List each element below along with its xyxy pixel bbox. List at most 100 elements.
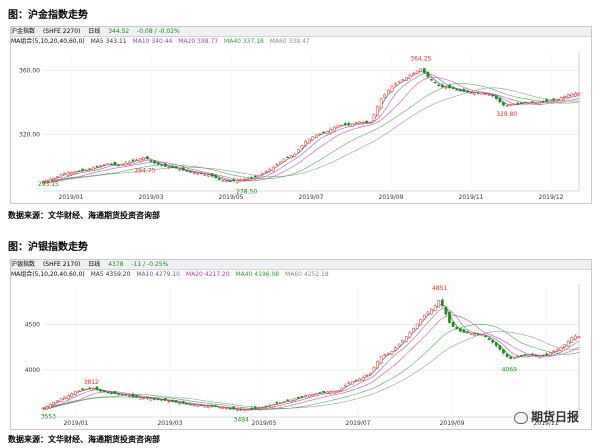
candle [512, 357, 516, 359]
candle [451, 87, 455, 90]
y-tick-label: 4500 [25, 322, 40, 329]
candle [476, 92, 480, 94]
candle [509, 356, 512, 359]
candle [307, 394, 311, 398]
candle [577, 92, 581, 95]
candle [484, 93, 487, 95]
candle [577, 336, 581, 338]
candle [505, 353, 509, 358]
candle [185, 170, 189, 172]
candle [297, 397, 300, 399]
candle [99, 389, 102, 392]
candle [41, 181, 45, 183]
candle [487, 338, 491, 340]
candle [243, 179, 246, 181]
candle [437, 300, 441, 308]
candle [232, 179, 235, 182]
annotation-label: 278.50 [236, 188, 257, 195]
candle [203, 405, 207, 408]
candle [297, 149, 300, 153]
gold-last-price: 344.52 [108, 28, 130, 35]
candle [433, 305, 437, 312]
candle [124, 162, 128, 166]
candle [484, 335, 487, 338]
candle [221, 179, 225, 182]
annotation-label: 329.80 [496, 111, 517, 118]
candle [286, 156, 289, 159]
candle [289, 399, 293, 402]
annotation-label: 293.15 [38, 181, 59, 188]
candle [210, 173, 214, 177]
candle [419, 319, 423, 325]
candle [430, 78, 433, 81]
ma-line-40 [42, 83, 580, 184]
x-tick-label: 2019/01 [59, 194, 84, 201]
x-tick-label: 2019/11 [534, 420, 559, 427]
candle [322, 391, 325, 393]
silver-period: 日线 [88, 261, 101, 268]
candle [225, 180, 228, 182]
candle [84, 169, 88, 172]
gold-symbol-code: (SHFE 2270) [42, 28, 81, 35]
candle [275, 164, 279, 166]
candle [516, 355, 520, 358]
annotation-label: 3812 [84, 379, 99, 386]
candle [451, 322, 455, 327]
candle [387, 352, 390, 355]
candle [318, 133, 322, 135]
candle [196, 172, 200, 175]
candle [516, 102, 520, 105]
candle [448, 311, 451, 323]
candle [530, 101, 534, 103]
candle [494, 342, 498, 347]
candle [88, 387, 92, 389]
candle [221, 407, 225, 409]
candle [56, 176, 59, 178]
candle [480, 334, 484, 337]
candle [45, 180, 48, 183]
gold-ma60: MA60 339.47 [269, 38, 310, 45]
candle [379, 355, 383, 364]
candle [225, 407, 228, 410]
candle [228, 180, 232, 183]
candle [376, 361, 379, 369]
candle [250, 407, 253, 410]
ma-line-60 [42, 331, 580, 411]
candle [541, 354, 545, 357]
candle [81, 168, 84, 171]
candle [570, 93, 574, 97]
candle [347, 122, 351, 126]
candle [462, 329, 466, 333]
candle [379, 98, 383, 109]
candle [369, 372, 372, 376]
candle [458, 328, 462, 332]
candle [286, 399, 289, 402]
candle [426, 71, 430, 78]
candle [192, 172, 196, 174]
candle [322, 131, 325, 133]
candle [419, 68, 423, 73]
gold-ma10: MA10 340.44 [132, 38, 173, 45]
candle [264, 405, 268, 408]
candle [135, 395, 138, 398]
candle [300, 396, 304, 398]
gold-ma-legend: MA组合(5,10,20,40,60,0) MA5 343.11 MA10 34… [11, 37, 591, 46]
gold-chart-panel: 沪金指数 (SHFE 2270) 日线 344.52 -0.08 / -0.02… [10, 26, 592, 204]
candle [476, 333, 480, 335]
candle [293, 398, 297, 402]
candle [59, 174, 63, 178]
candle [120, 393, 124, 396]
gold-candlestick-chart: 360.00 320.00 2019/01 2019/03 2019/05 2019/07… [19, 51, 581, 201]
candle [545, 353, 548, 355]
candle [369, 122, 372, 124]
candle [466, 331, 469, 334]
candle [239, 179, 243, 181]
candle [203, 174, 207, 176]
candle [110, 392, 113, 395]
candle [448, 85, 451, 89]
candle [63, 173, 66, 175]
candle [279, 402, 282, 404]
candle [315, 393, 318, 396]
candle [358, 378, 361, 382]
candle [92, 167, 95, 171]
